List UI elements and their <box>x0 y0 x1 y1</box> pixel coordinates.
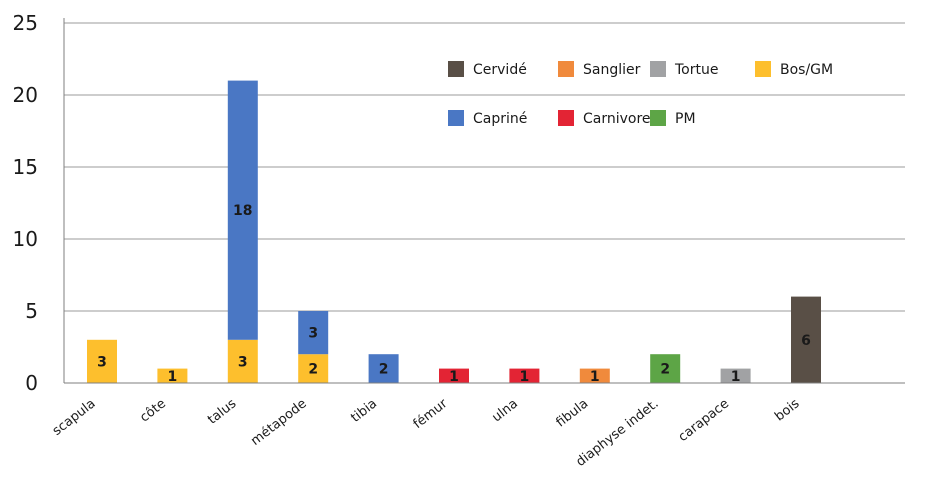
x-category-label: carapace <box>676 396 732 445</box>
legend-label-caprine: Capriné <box>473 111 527 127</box>
data-label: 6 <box>801 333 811 349</box>
data-label: 18 <box>233 203 252 219</box>
bar-caprine-tibia <box>368 354 399 383</box>
y-tick-label: 25 <box>13 11 38 35</box>
x-category-label: métapode <box>248 396 309 449</box>
legend-swatch-caprine <box>448 110 464 126</box>
bar-tortue-carapace <box>720 368 751 383</box>
x-category-label: ulna <box>490 396 521 425</box>
y-axis-tick-labels: 0 5 10 15 20 25 <box>13 11 38 395</box>
data-label: 1 <box>168 369 178 385</box>
bar-bos-gm-scapula <box>87 339 117 383</box>
data-label: 1 <box>590 369 600 385</box>
legend-label-sanglier: Sanglier <box>583 62 641 78</box>
x-category-label: scapula <box>50 396 99 439</box>
bar-carnivore-ulna <box>509 368 540 383</box>
data-label: 1 <box>731 369 741 385</box>
legend-swatch-carnivore <box>558 110 574 126</box>
x-category-label: fémur <box>411 396 451 432</box>
bar-sanglier-fibula <box>579 368 610 383</box>
legend-label-cervide: Cervidé <box>473 62 527 78</box>
x-category-label: tibia <box>348 396 380 425</box>
data-label: 1 <box>449 369 459 385</box>
bar-pm-diaphyse-indet <box>650 354 681 383</box>
bar-bos-gm-cote <box>157 368 188 383</box>
data-label: 2 <box>379 362 389 378</box>
axes <box>63 18 905 384</box>
y-tick-label: 20 <box>13 83 38 107</box>
data-label: 3 <box>97 354 107 370</box>
legend-label-bos-gm: Bos/GM <box>780 62 833 78</box>
legend: Cervidé Sanglier Tortue Bos/GM Capriné Carniv… <box>448 61 833 127</box>
y-tick-label: 10 <box>13 227 38 251</box>
legend-swatch-sanglier <box>558 61 574 77</box>
x-category-label: bois <box>772 396 802 424</box>
y-tick-label: 15 <box>13 155 38 179</box>
legend-label-pm: PM <box>675 111 696 127</box>
y-tick-label: 0 <box>25 371 38 395</box>
x-category-label: fibula <box>553 396 591 430</box>
data-label: 3 <box>238 354 248 370</box>
x-axis-category-labels: scapula côte talus métapode tibia fémur ulna fi… <box>50 396 803 470</box>
data-label: 2 <box>660 362 670 378</box>
bar-bos-gm-talus <box>227 339 258 383</box>
legend-swatch-cervide <box>448 61 464 77</box>
data-label: 2 <box>308 362 318 378</box>
bar-caprine-talus <box>227 80 258 340</box>
legend-swatch-pm <box>650 110 666 126</box>
x-category-label: côte <box>137 396 168 425</box>
legend-label-carnivore: Carnivore <box>583 111 651 127</box>
y-tick-label: 5 <box>25 299 38 323</box>
bar-data-labels: 3 1 3 2 18 3 2 1 1 1 2 1 6 <box>97 203 811 385</box>
bar-caprine-metapode <box>298 311 329 355</box>
bar-carnivore-femur <box>439 368 469 383</box>
legend-swatch-bos-gm <box>755 61 771 77</box>
x-category-label: talus <box>205 396 239 427</box>
bar-bos-gm-metapode <box>298 354 329 383</box>
data-label: 3 <box>308 326 318 342</box>
legend-label-tortue: Tortue <box>674 62 718 78</box>
bars <box>87 80 821 383</box>
bar-cervide-bois <box>791 296 821 383</box>
legend-swatch-tortue <box>650 61 666 77</box>
data-label: 1 <box>520 369 530 385</box>
gridlines <box>64 22 905 312</box>
